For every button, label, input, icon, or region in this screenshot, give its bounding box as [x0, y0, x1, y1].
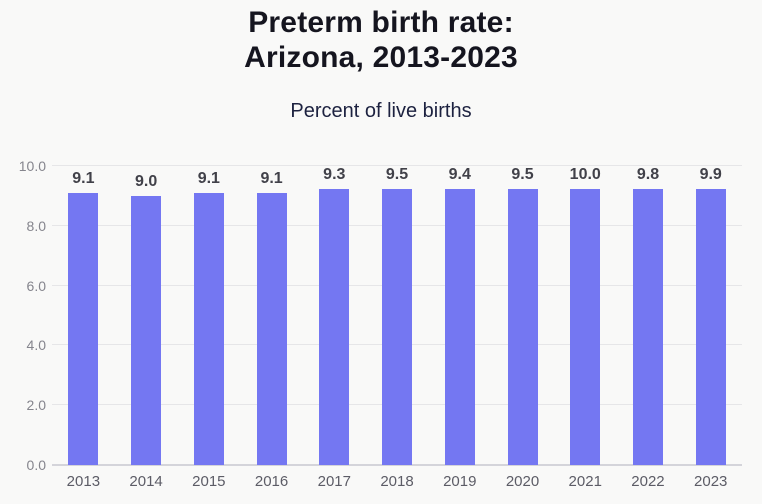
bar [444, 189, 475, 465]
bar-value-label: 9.5 [511, 166, 534, 183]
bar [570, 189, 601, 465]
bar-column: 9.3 [303, 166, 366, 465]
bar-value-label: 9.1 [260, 169, 283, 187]
bar [695, 189, 726, 465]
y-axis-tick-label: 0.0 [26, 457, 46, 473]
bar-column: 9.5 [366, 166, 429, 465]
x-axis-label: 2014 [129, 473, 163, 490]
bar-value-label: 9.9 [699, 166, 722, 183]
bar-value-label: 9.5 [385, 166, 409, 183]
chart-title: Preterm birth rate: Arizona, 2013-2023 [0, 5, 762, 75]
x-axis-label: 2016 [254, 473, 289, 490]
x-axis-label: 2018 [380, 473, 414, 490]
x-axis-baseline [52, 464, 742, 466]
bar-value-label: 9.1 [72, 169, 95, 187]
bar-value-label: 9.1 [197, 169, 220, 187]
bar [319, 189, 350, 465]
bar-value-label: 9.4 [448, 166, 471, 183]
bar-value-label: 9.3 [323, 166, 346, 183]
bar-column: 9.8 [617, 166, 680, 465]
y-axis-tick-label: 8.0 [26, 217, 46, 234]
gridline [52, 165, 742, 166]
chart-subtitle: Percent of live births [290, 100, 472, 122]
x-axis-label: 2017 [317, 473, 351, 490]
chart-title-line1: Preterm birth rate: [248, 6, 514, 39]
chart-title-line2: Arizona, 2013-2023 [244, 41, 518, 74]
y-axis-tick-label: 4.0 [26, 337, 46, 354]
bar-column: 9.1 [52, 166, 115, 465]
plot-area: 9.1 9.0 9.1 9.1 9.3 9.5 9.4 9.5 10.0 9.8 9.9 [52, 165, 742, 466]
bar-value-label: 10.0 [569, 166, 601, 183]
bar-column: 9.1 [177, 166, 240, 465]
bar-value-label: 9.8 [636, 166, 660, 183]
bar-column: 9.4 [428, 166, 491, 465]
x-axis-label: 2019 [443, 473, 477, 490]
x-axis-label: 2020 [505, 473, 540, 490]
bar-value-label: 9.0 [134, 172, 158, 190]
bar [382, 189, 413, 465]
x-axis-label: 2023 [694, 473, 728, 490]
bar [632, 189, 663, 465]
bar-column: 9.9 [679, 166, 742, 465]
y-axis-tick-label: 2.0 [26, 397, 46, 414]
x-axis-label: 2022 [631, 473, 665, 490]
y-axis-tick-label: 6.0 [26, 277, 46, 294]
x-axis-label: 2013 [66, 473, 101, 490]
bar [256, 192, 287, 465]
x-axis-label: 2021 [568, 473, 602, 490]
x-axis-labels: 2013 2014 2015 2016 2017 2018 2019 2020 2021 2022… [52, 473, 742, 490]
bar-column: 10.0 [554, 166, 617, 465]
bar [193, 192, 224, 465]
bar [68, 192, 99, 465]
bar-column: 9.0 [115, 166, 178, 465]
x-axis-label: 2015 [192, 473, 226, 490]
bar [507, 189, 538, 465]
bar-columns: 9.1 9.0 9.1 9.1 9.3 9.5 9.4 9.5 10.0 9.8 9.9 [52, 166, 742, 465]
bar-column: 9.1 [240, 166, 303, 465]
bar-column: 9.5 [491, 166, 554, 465]
y-axis-tick-label: 10.0 [18, 158, 46, 174]
bar [131, 195, 162, 465]
